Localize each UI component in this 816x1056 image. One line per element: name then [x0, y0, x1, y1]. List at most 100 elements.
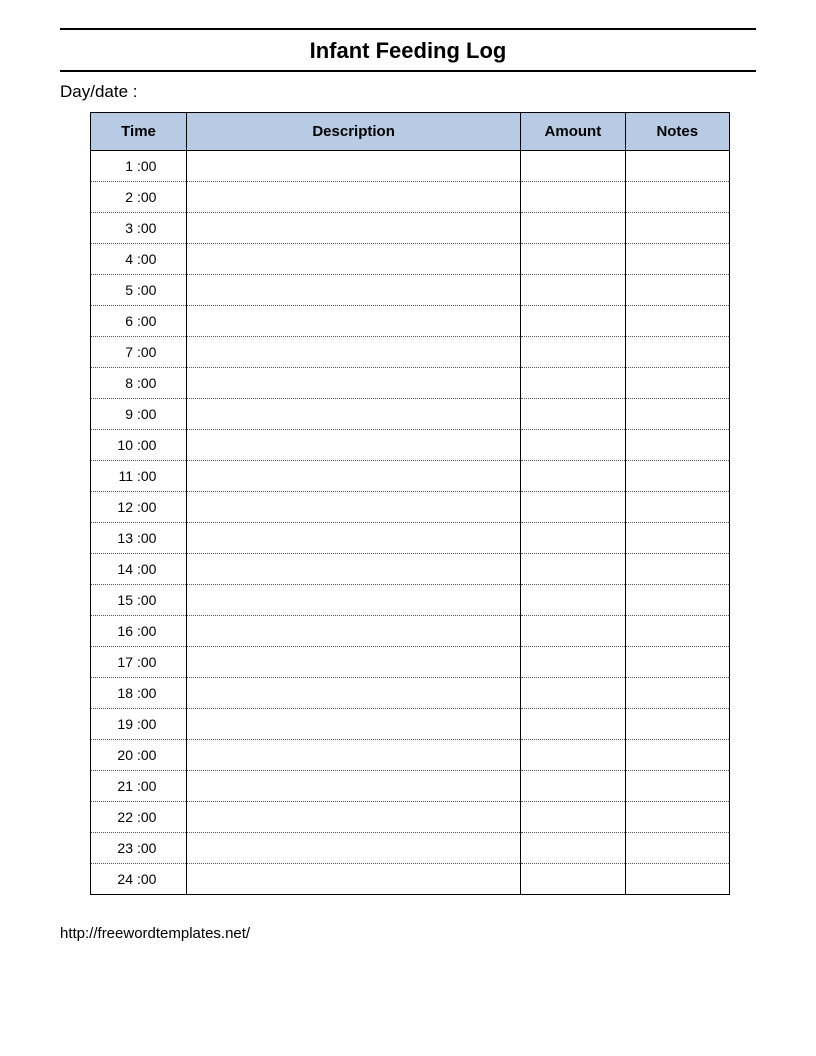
time-hour: 12: [97, 499, 133, 515]
time-minutes: :00: [137, 344, 156, 360]
cell-time: 8:00: [91, 368, 187, 399]
table-row: 9:00: [91, 399, 730, 430]
table-row: 12:00: [91, 492, 730, 523]
cell-amount: [521, 244, 625, 275]
cell-amount: [521, 709, 625, 740]
time-hour: 4: [97, 251, 133, 267]
time-minutes: :00: [137, 716, 156, 732]
cell-time: 4:00: [91, 244, 187, 275]
time-minutes: :00: [137, 220, 156, 236]
table-row: 6:00: [91, 306, 730, 337]
table-row: 11:00: [91, 461, 730, 492]
time-minutes: :00: [137, 623, 156, 639]
time-minutes: :00: [137, 530, 156, 546]
table-row: 7:00: [91, 337, 730, 368]
table-wrap: Time Description Amount Notes 1:002:003:…: [60, 112, 756, 895]
cell-description: [187, 740, 521, 771]
table-row: 1:00: [91, 151, 730, 182]
cell-notes: [625, 182, 729, 213]
cell-notes: [625, 399, 729, 430]
cell-amount: [521, 740, 625, 771]
cell-time: 6:00: [91, 306, 187, 337]
time-hour: 6: [97, 313, 133, 329]
time-minutes: :00: [137, 840, 156, 856]
cell-description: [187, 647, 521, 678]
cell-description: [187, 399, 521, 430]
table-row: 13:00: [91, 523, 730, 554]
cell-notes: [625, 771, 729, 802]
col-header-amount: Amount: [521, 113, 625, 151]
cell-time: 22:00: [91, 802, 187, 833]
cell-amount: [521, 554, 625, 585]
cell-time: 20:00: [91, 740, 187, 771]
table-row: 16:00: [91, 616, 730, 647]
table-row: 24:00: [91, 864, 730, 895]
cell-amount: [521, 864, 625, 895]
cell-amount: [521, 771, 625, 802]
cell-notes: [625, 585, 729, 616]
cell-time: 12:00: [91, 492, 187, 523]
time-minutes: :00: [137, 747, 156, 763]
cell-amount: [521, 151, 625, 182]
col-header-time: Time: [91, 113, 187, 151]
cell-time: 11:00: [91, 461, 187, 492]
time-hour: 1: [97, 158, 133, 174]
table-row: 20:00: [91, 740, 730, 771]
cell-notes: [625, 306, 729, 337]
time-hour: 24: [97, 871, 133, 887]
cell-time: 16:00: [91, 616, 187, 647]
cell-description: [187, 771, 521, 802]
cell-time: 24:00: [91, 864, 187, 895]
time-hour: 18: [97, 685, 133, 701]
cell-amount: [521, 306, 625, 337]
cell-notes: [625, 740, 729, 771]
time-minutes: :00: [137, 468, 156, 484]
cell-time: 14:00: [91, 554, 187, 585]
col-header-description: Description: [187, 113, 521, 151]
cell-description: [187, 368, 521, 399]
cell-time: 17:00: [91, 647, 187, 678]
time-hour: 14: [97, 561, 133, 577]
time-hour: 20: [97, 747, 133, 763]
table-header-row: Time Description Amount Notes: [91, 113, 730, 151]
cell-notes: [625, 709, 729, 740]
cell-time: 13:00: [91, 523, 187, 554]
cell-amount: [521, 399, 625, 430]
cell-notes: [625, 864, 729, 895]
cell-amount: [521, 678, 625, 709]
cell-time: 3:00: [91, 213, 187, 244]
cell-notes: [625, 647, 729, 678]
cell-amount: [521, 523, 625, 554]
cell-notes: [625, 430, 729, 461]
table-row: 19:00: [91, 709, 730, 740]
cell-time: 10:00: [91, 430, 187, 461]
cell-notes: [625, 461, 729, 492]
cell-notes: [625, 616, 729, 647]
time-hour: 8: [97, 375, 133, 391]
cell-description: [187, 709, 521, 740]
table-row: 15:00: [91, 585, 730, 616]
table-row: 8:00: [91, 368, 730, 399]
title-rule-top: [60, 28, 756, 30]
time-hour: 11: [97, 468, 133, 484]
cell-description: [187, 802, 521, 833]
time-minutes: :00: [137, 189, 156, 205]
footer-url: http://freewordtemplates.net/: [60, 925, 756, 942]
cell-description: [187, 523, 521, 554]
cell-description: [187, 616, 521, 647]
time-minutes: :00: [137, 809, 156, 825]
time-hour: 3: [97, 220, 133, 236]
cell-description: [187, 554, 521, 585]
time-minutes: :00: [137, 313, 156, 329]
cell-amount: [521, 213, 625, 244]
cell-description: [187, 151, 521, 182]
cell-notes: [625, 244, 729, 275]
cell-amount: [521, 461, 625, 492]
time-minutes: :00: [137, 654, 156, 670]
time-hour: 13: [97, 530, 133, 546]
cell-description: [187, 244, 521, 275]
cell-time: 9:00: [91, 399, 187, 430]
table-row: 21:00: [91, 771, 730, 802]
time-minutes: :00: [137, 561, 156, 577]
table-row: 2:00: [91, 182, 730, 213]
